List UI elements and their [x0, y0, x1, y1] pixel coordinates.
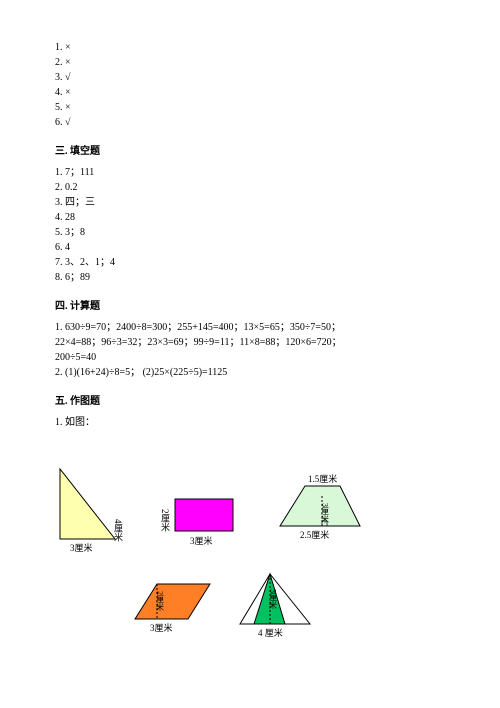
- parallelogram-shape: [135, 584, 210, 619]
- triangle2-height-label: 3厘米: [269, 589, 278, 610]
- list1-item: 5. ×: [55, 100, 445, 115]
- triangle2-base-label: 4 厘米: [258, 627, 283, 638]
- section4-line: 1. 630÷9=70；2400÷8=300；255+145=400；13×5=…: [55, 320, 445, 335]
- section3-list: 1. 7；111 2. 0.2 3. 四；三 4. 28 5. 3；8 6. 4…: [55, 165, 445, 285]
- rectangle-height-label: 2厘米: [160, 509, 170, 532]
- section4-title: 四. 计算题: [55, 297, 445, 312]
- rectangle: 2厘米 3厘米: [165, 494, 255, 564]
- list1-item: 2. ×: [55, 55, 445, 70]
- triangle1: 4厘米 3厘米: [60, 469, 140, 559]
- section3-title: 三. 填空题: [55, 142, 445, 157]
- figures-area: 4厘米 3厘米 2厘米 3厘米 1.5厘米 3厘米 2.5厘米 2厘米 3厘米 …: [55, 454, 445, 674]
- section5-line: 1. 如图：: [55, 415, 445, 430]
- list1-item: 4. ×: [55, 85, 445, 100]
- section3-item: 6. 4: [55, 240, 445, 255]
- parallelogram-base-label: 3厘米: [150, 622, 173, 633]
- parallelogram: 2厘米 3厘米: [135, 584, 225, 644]
- list1-item: 6. √: [55, 115, 445, 130]
- section3-item: 1. 7；111: [55, 165, 445, 180]
- section4-line: 200÷5=40: [55, 350, 445, 365]
- trapezoid-base-label: 2.5厘米: [300, 529, 329, 540]
- section3-item: 7. 3、2、1；4: [55, 255, 445, 270]
- section3-item: 2. 0.2: [55, 180, 445, 195]
- section3-item: 5. 3；8: [55, 225, 445, 240]
- list1-item: 3. √: [55, 70, 445, 85]
- triangle1-base-label: 3厘米: [70, 542, 93, 553]
- triangle1-height-label: 4厘米: [113, 519, 123, 542]
- trapezoid: 1.5厘米 3厘米 2.5厘米: [280, 486, 380, 556]
- section3-item: 3. 四；三: [55, 195, 445, 210]
- triangle1-shape: [60, 469, 115, 539]
- section3-item: 8. 6；89: [55, 270, 445, 285]
- rectangle-shape: [175, 499, 233, 531]
- answer-list-1: 1. × 2. × 3. √ 4. × 5. × 6. √: [55, 40, 445, 130]
- section5-title: 五. 作图题: [55, 392, 445, 407]
- section4-line: 2. (1)(16+24)÷8=5； (2)25×(225÷5)=1125: [55, 365, 445, 380]
- trapezoid-top-label: 1.5厘米: [308, 473, 337, 484]
- rectangle-base-label: 3厘米: [190, 535, 213, 546]
- trapezoid-height-label: 3厘米: [321, 503, 330, 524]
- section4-body: 1. 630÷9=70；2400÷8=300；255+145=400；13×5=…: [55, 320, 445, 380]
- triangle2: 3厘米 4 厘米: [240, 574, 330, 644]
- section3-item: 4. 28: [55, 210, 445, 225]
- list1-item: 1. ×: [55, 40, 445, 55]
- section4-line: 22×4=88；96÷3=32；23×3=69；99÷9=11；11×8=88；…: [55, 335, 445, 350]
- parallelogram-height-label: 2厘米: [156, 591, 165, 612]
